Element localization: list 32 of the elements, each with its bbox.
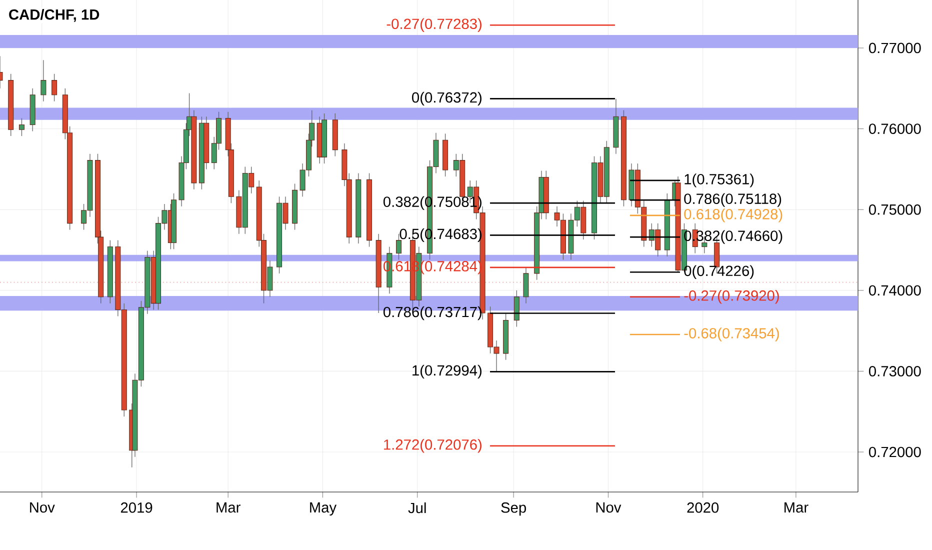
x-tick-label: Jul bbox=[408, 502, 426, 514]
candlestick bbox=[523, 266, 529, 304]
ref-line-label: 1(0.75361) bbox=[684, 174, 754, 188]
x-tick-label: 2019 bbox=[120, 502, 152, 513]
x-tick-label: Mar bbox=[216, 502, 240, 513]
candlestick bbox=[514, 290, 520, 328]
candlestick bbox=[18, 118, 24, 136]
y-tick-label: 0.75000 bbox=[868, 204, 921, 215]
y-tick-label: 0.74000 bbox=[868, 285, 921, 296]
x-tick-label: Sep bbox=[501, 502, 526, 516]
ref-line-label: 1(0.72994) bbox=[412, 364, 482, 379]
x-tick-label: Nov bbox=[596, 502, 622, 513]
x-tick-label: May bbox=[310, 502, 337, 516]
ref-line-label: -0.68(0.73454) bbox=[684, 328, 779, 342]
x-tick-label: Mar bbox=[784, 502, 808, 513]
ref-line-label: 0.786(0.73717) bbox=[383, 306, 482, 320]
ref-line-label: 0.618(0.74928) bbox=[684, 208, 782, 222]
candlestick bbox=[40, 60, 46, 102]
y-tick-label: 0.73000 bbox=[868, 366, 921, 376]
ref-line-label: 1.272(0.72076) bbox=[384, 439, 482, 453]
ref-line-label: -0.27(0.73920) bbox=[684, 290, 779, 304]
ref-line-label: -0.27(0.77283) bbox=[386, 18, 482, 32]
y-tick-label: 0.72000 bbox=[868, 446, 921, 458]
y-tick-label: 0.77000 bbox=[868, 42, 921, 54]
candlestick bbox=[52, 74, 58, 102]
x-tick-label: Nov bbox=[30, 502, 55, 513]
ref-line-label: 0(0.76372) bbox=[412, 92, 482, 106]
ref-line-label: 0(0.74226) bbox=[684, 265, 754, 279]
y-tick-label: 0.76000 bbox=[868, 124, 921, 134]
text: CAD/CHF, 1D bbox=[9, 8, 100, 22]
x-tick-label: 2020 bbox=[687, 502, 719, 513]
ref-line-label: 0.786(0.75118) bbox=[684, 193, 782, 207]
